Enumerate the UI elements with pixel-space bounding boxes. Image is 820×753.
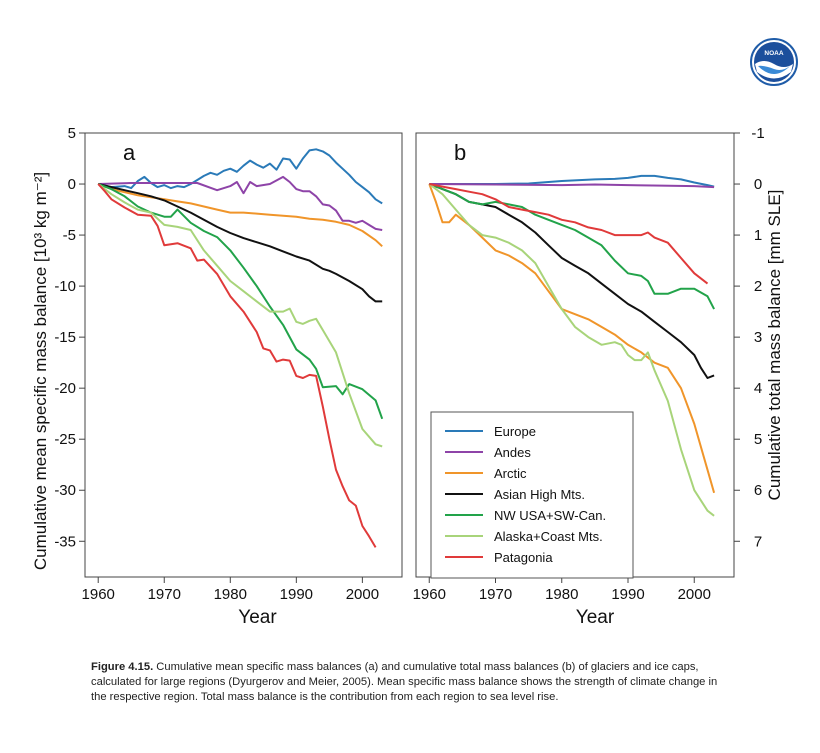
series-line xyxy=(428,183,715,310)
x-axis-label: Year xyxy=(238,607,277,628)
x-tick-label: 2000 xyxy=(678,586,711,603)
y-tick-label: 1 xyxy=(754,227,762,244)
panel-label: b xyxy=(454,140,466,165)
x-tick-label: 1980 xyxy=(545,586,578,603)
plot-frame xyxy=(84,132,403,578)
y-tick-label: -20 xyxy=(54,380,76,397)
y-tick-label: -25 xyxy=(54,431,76,448)
series-line xyxy=(428,183,715,379)
caption-label: Figure 4.15. xyxy=(91,661,154,673)
series-line xyxy=(97,148,383,205)
series-line xyxy=(97,183,377,548)
y-tick-label: 7 xyxy=(754,533,762,550)
series-line xyxy=(97,183,383,303)
x-tick-label: 1990 xyxy=(611,586,644,603)
legend: Europe Andes Arctic Asian High Mts. NW USA+S… xyxy=(430,411,634,579)
panel-b: 1960 1970 1980 1990 2000 Year -1 0 1 2 3 4 5 6 7 Cumula… xyxy=(413,125,784,628)
y-tick-label: -10 xyxy=(54,278,76,295)
logo-text: NOAA xyxy=(764,50,783,57)
series-line xyxy=(97,183,383,448)
x-tick-label: 1970 xyxy=(148,586,181,603)
series-line xyxy=(429,183,715,189)
legend-label: Alaska+Coast Mts. xyxy=(494,529,603,544)
panel-label: a xyxy=(123,140,136,165)
legend-label: Andes xyxy=(494,445,531,460)
x-tick-label: 1960 xyxy=(82,586,115,603)
y-tick-label: -35 xyxy=(54,533,76,550)
series-line xyxy=(429,183,709,285)
y-tick-label: 0 xyxy=(754,176,762,193)
caption-text: Cumulative mean specific mass balances (… xyxy=(91,661,718,703)
series-line xyxy=(97,183,384,420)
y-tick-label: -1 xyxy=(751,125,764,142)
series-line xyxy=(428,183,715,517)
legend-label: NW USA+SW-Can. xyxy=(494,508,606,523)
y-tick-label: 4 xyxy=(754,380,762,397)
figure-caption: Figure 4.15. Cumulative mean specific ma… xyxy=(91,660,731,705)
series-line xyxy=(98,175,383,231)
x-tick-label: 1990 xyxy=(280,586,313,603)
series-line xyxy=(97,183,383,248)
legend-label: Europe xyxy=(494,424,536,439)
x-axis-label: Year xyxy=(576,607,615,628)
y-tick-label: 2 xyxy=(754,278,762,295)
y-tick-label: 5 xyxy=(68,125,76,142)
x-tick-label: 1970 xyxy=(479,586,512,603)
y-tick-label: 5 xyxy=(754,431,762,448)
y-tick-label: 6 xyxy=(754,482,762,499)
x-tick-label: 2000 xyxy=(346,586,379,603)
y-tick-label: 3 xyxy=(754,329,762,346)
x-tick-label: 1960 xyxy=(413,586,446,603)
legend-label: Arctic xyxy=(494,466,527,481)
y-tick-label: -30 xyxy=(54,482,76,499)
y-tick-label: -5 xyxy=(63,227,76,244)
y-tick-label: 0 xyxy=(68,176,76,193)
x-tick-label: 1980 xyxy=(214,586,247,603)
legend-label: Patagonia xyxy=(494,550,553,565)
y-axis-label: Cumulative mean specific mass balance [1… xyxy=(31,172,50,570)
y-tick-label: -15 xyxy=(54,329,76,346)
legend-label: Asian High Mts. xyxy=(494,487,585,502)
panel-a: 1960 1970 1980 1990 2000 Year 5 0 -5 -10 -15 -20 -25… xyxy=(31,125,403,628)
y-axis-label: Cumulative total mass balance [mm SLE] xyxy=(765,190,784,501)
noaa-logo-icon: NOAA xyxy=(750,38,798,86)
